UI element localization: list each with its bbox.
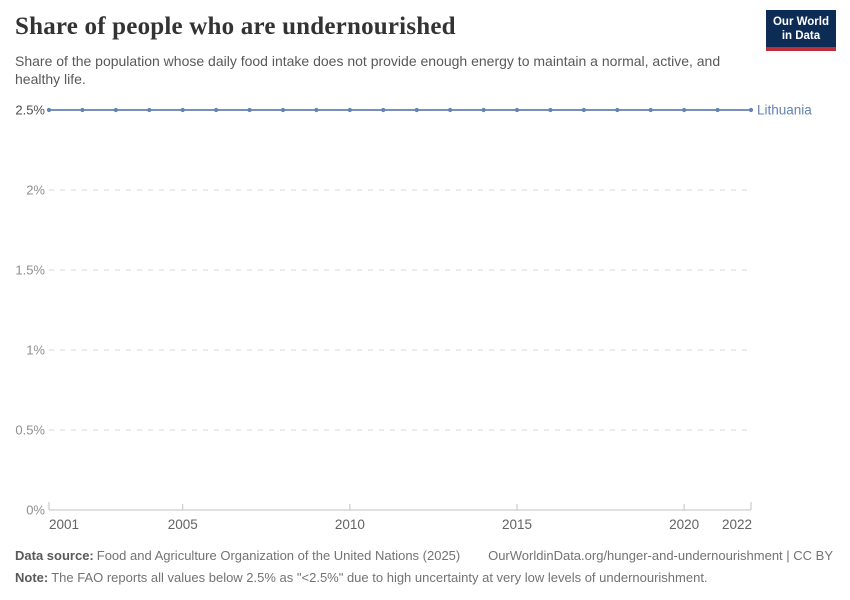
data-point[interactable]: [347, 107, 352, 113]
y-axis-tick-label: 2%: [26, 183, 45, 198]
y-axis-tick-label: 2.5%: [15, 103, 45, 118]
data-point[interactable]: [214, 107, 219, 113]
x-axis-tick-label: 2020: [669, 517, 699, 532]
chart-subtitle: Share of the population whose daily food…: [15, 53, 721, 87]
note-text: The FAO reports all values below 2.5% as…: [51, 570, 708, 585]
data-source: Data source: Food and Agriculture Organiz…: [15, 548, 460, 563]
data-point[interactable]: [481, 107, 486, 113]
page-title: Share of people who are undernourished: [15, 13, 456, 40]
x-axis-tick-label: 2005: [168, 517, 198, 532]
data-point[interactable]: [247, 107, 252, 113]
y-axis-tick-label: 1%: [26, 343, 45, 358]
owid-logo[interactable]: Our World in Data: [765, 10, 836, 51]
data-point[interactable]: [748, 107, 754, 113]
data-source-text: Food and Agriculture Organization of the…: [96, 548, 461, 563]
data-point[interactable]: [682, 107, 687, 113]
data-point[interactable]: [280, 107, 286, 113]
data-point[interactable]: [381, 107, 386, 113]
x-axis-tick-label: 2001: [49, 517, 79, 532]
data-point[interactable]: [615, 107, 620, 113]
y-axis-tick-label: 0%: [26, 503, 45, 518]
owid-logo-line1: Our World: [772, 16, 829, 28]
note-label: Note:: [15, 570, 49, 585]
owid-logo-line2: in Data: [781, 30, 821, 42]
data-point[interactable]: [448, 107, 453, 113]
series-end-label-lithuania[interactable]: Lithuania: [757, 103, 812, 118]
data-point[interactable]: [113, 107, 118, 113]
chart-footer: Data source: Food and Agriculture Organiz…: [15, 548, 833, 585]
data-point[interactable]: [648, 107, 653, 113]
x-axis-tick-label: 2022: [722, 517, 752, 532]
y-axis-tick-label: 0.5%: [15, 423, 45, 438]
data-point[interactable]: [314, 107, 319, 113]
data-source-label: Data source:: [15, 548, 94, 563]
data-point[interactable]: [548, 107, 553, 113]
owid-link[interactable]: OurWorldinData.org/hunger-and-undernouri…: [488, 548, 833, 563]
data-point[interactable]: [514, 107, 520, 113]
data-point[interactable]: [715, 107, 720, 113]
data-point[interactable]: [80, 107, 85, 113]
data-point[interactable]: [581, 107, 586, 113]
data-point[interactable]: [147, 107, 152, 113]
data-point[interactable]: [180, 107, 185, 113]
x-axis-tick-label: 2010: [335, 517, 365, 532]
x-axis-tick-label: 2015: [502, 517, 532, 532]
y-axis-tick-label: 1.5%: [15, 263, 45, 278]
data-point[interactable]: [46, 107, 52, 113]
data-point[interactable]: [414, 107, 419, 113]
